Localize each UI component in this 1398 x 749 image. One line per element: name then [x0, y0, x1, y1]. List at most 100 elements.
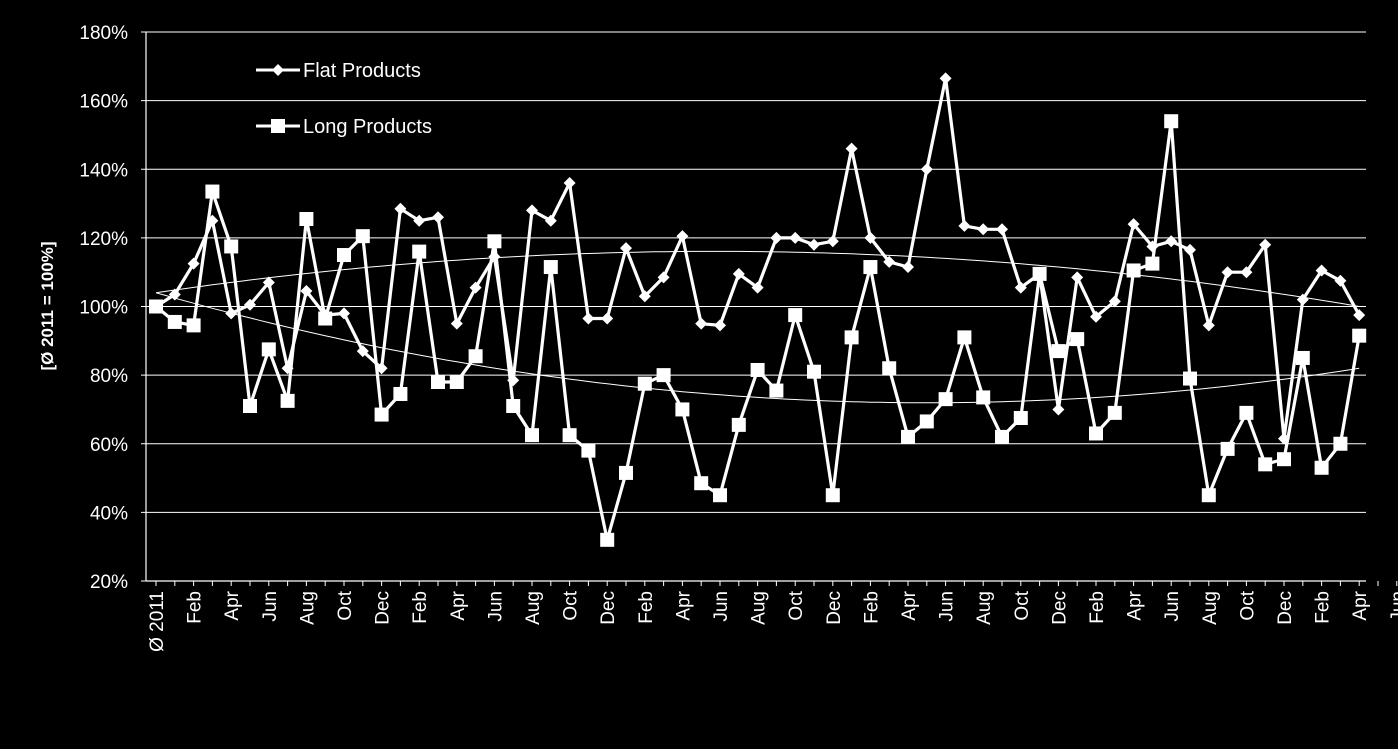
x-axis-ticks: Ø 2011 Feb Apr Jun Aug Oct Dec Feb Apr Jun Aug Oct D…	[147, 581, 1398, 652]
data-point	[1352, 328, 1367, 343]
data-point	[581, 443, 596, 458]
data-point	[224, 239, 239, 254]
data-point	[789, 231, 802, 244]
data-point	[1164, 114, 1179, 129]
data-point	[450, 317, 463, 330]
x-tick-label: Dec	[598, 591, 619, 625]
x-tick-label: Feb	[861, 591, 882, 624]
data-point	[770, 231, 783, 244]
x-tick-label: Feb	[185, 591, 206, 624]
data-point	[449, 374, 464, 389]
y-tick-label: 180%	[79, 23, 128, 44]
data-point	[582, 312, 595, 325]
x-tick-label: Feb	[1313, 591, 1334, 624]
x-tick-label: Apr	[1125, 590, 1146, 620]
x-tick-label: Oct	[335, 590, 356, 620]
data-point	[412, 244, 427, 259]
data-point	[393, 386, 408, 401]
data-point	[432, 211, 444, 224]
x-tick-label: Oct	[1012, 590, 1033, 620]
data-point	[751, 281, 764, 294]
data-point	[1184, 243, 1196, 256]
y-tick-label: 20%	[90, 572, 128, 593]
data-point	[1295, 350, 1310, 365]
data-point	[1353, 309, 1366, 322]
data-point	[1014, 281, 1027, 294]
x-tick-label: Oct	[561, 590, 582, 620]
data-point	[1145, 256, 1160, 271]
data-point	[808, 238, 820, 251]
x-tick-label: Apr	[1350, 590, 1371, 620]
data-point	[280, 393, 295, 408]
data-point	[938, 392, 953, 407]
x-tick-label: Apr	[222, 590, 243, 620]
data-point	[300, 285, 313, 298]
data-point	[1334, 274, 1347, 287]
data-point	[957, 330, 972, 345]
data-point	[958, 219, 971, 232]
data-point	[732, 267, 745, 280]
data-point	[1220, 441, 1235, 456]
data-point	[1259, 238, 1272, 251]
data-point	[543, 260, 558, 275]
data-point	[1126, 263, 1141, 278]
data-point	[788, 308, 803, 323]
series-group	[149, 72, 1367, 547]
data-point	[1183, 371, 1197, 386]
x-tick-label: Aug	[297, 591, 318, 625]
data-point	[1277, 452, 1291, 467]
y-tick-label: 100%	[79, 298, 128, 319]
data-point	[731, 417, 746, 432]
data-point	[750, 362, 765, 377]
x-tick-label: Aug	[523, 591, 544, 625]
data-point	[374, 407, 389, 422]
data-point	[1314, 460, 1329, 475]
data-point	[1258, 457, 1273, 472]
y-tick-label: 160%	[79, 92, 128, 113]
y-tick-label: 120%	[79, 229, 128, 250]
legend: Flat Products Long Products	[256, 60, 432, 138]
trendlines	[155, 250, 1360, 404]
x-tick-label: Dec	[1049, 591, 1070, 625]
data-point	[1013, 411, 1028, 426]
data-point	[676, 230, 689, 243]
data-point	[431, 374, 445, 389]
x-tick-label: Apr	[448, 590, 469, 620]
x-tick-label: Feb	[636, 591, 657, 624]
data-point	[318, 311, 333, 326]
data-point	[902, 261, 914, 274]
x-tick-label: Jun	[260, 591, 281, 622]
data-point	[1052, 403, 1065, 416]
data-point	[769, 383, 784, 398]
series-diamond	[150, 72, 1366, 445]
data-point	[525, 428, 539, 443]
data-point	[637, 376, 652, 391]
series-square	[149, 114, 1367, 547]
legend-long-label: Long Products	[303, 116, 432, 138]
trendline	[155, 250, 1360, 307]
data-point	[976, 390, 991, 405]
data-point	[807, 364, 821, 379]
data-point	[225, 307, 238, 320]
x-tick-label: Oct	[786, 590, 807, 620]
data-point	[919, 414, 934, 429]
data-point	[1165, 235, 1178, 248]
data-point	[695, 317, 708, 330]
data-point	[601, 312, 614, 325]
data-point	[262, 276, 275, 289]
legend-square-marker	[271, 119, 285, 133]
data-point	[620, 242, 632, 255]
y-tick-label: 80%	[90, 366, 128, 387]
data-point	[863, 260, 878, 275]
data-point	[825, 488, 840, 503]
data-point	[1315, 264, 1328, 277]
data-point	[995, 429, 1009, 444]
data-point	[149, 299, 163, 314]
x-tick-label: Ø 2011	[147, 591, 168, 652]
data-point	[939, 72, 952, 85]
data-point	[714, 319, 726, 332]
x-tick-label: Jun	[1388, 591, 1398, 622]
legend-diamond-marker	[272, 64, 284, 76]
legend-flat-label: Flat Products	[303, 60, 421, 82]
data-point	[1090, 310, 1102, 323]
